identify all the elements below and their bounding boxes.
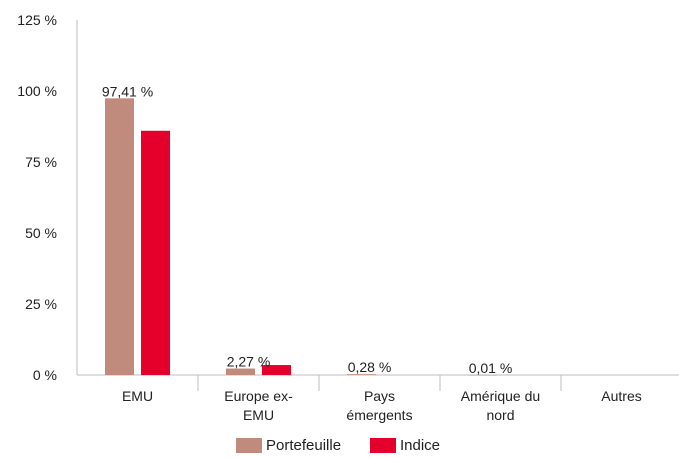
y-tick-label: 0 % bbox=[33, 367, 57, 383]
category-label: Autres bbox=[601, 388, 641, 404]
bar-indice bbox=[262, 365, 291, 375]
category-label: Europe ex- bbox=[224, 388, 293, 404]
data-labels: 97,41 % 2,27 % 0,28 % 0,01 % bbox=[102, 83, 512, 376]
category-label: Pays bbox=[364, 388, 395, 404]
y-tick-labels: 0 % 25 % 50 % 75 % 100 % 125 % bbox=[17, 12, 57, 383]
y-tick-label: 100 % bbox=[17, 83, 57, 99]
data-label: 2,27 % bbox=[227, 354, 271, 370]
data-label: 0,28 % bbox=[348, 359, 392, 375]
y-tick-label: 50 % bbox=[25, 225, 57, 241]
category-labels: EMU Europe ex- EMU Pays émergents Amérique du… bbox=[122, 388, 642, 423]
bar-indice bbox=[141, 130, 170, 375]
bar-portefeuille bbox=[226, 368, 255, 375]
data-label: 0,01 % bbox=[469, 360, 513, 376]
bar-portefeuille bbox=[105, 98, 134, 376]
x-category-separators bbox=[197, 375, 562, 391]
category-label: Amérique du bbox=[461, 388, 540, 404]
legend-label-portefeuille: Portefeuille bbox=[266, 437, 341, 454]
category-label: nord bbox=[486, 407, 514, 423]
legend-label-indice: Indice bbox=[400, 437, 440, 454]
legend-swatch-indice bbox=[370, 438, 396, 453]
category-label: EMU bbox=[122, 388, 153, 404]
category-label: EMU bbox=[243, 407, 274, 423]
legend: Portefeuille Indice bbox=[236, 437, 440, 454]
data-label: 97,41 % bbox=[102, 83, 153, 99]
legend-swatch-portefeuille bbox=[236, 438, 262, 453]
y-tick-label: 25 % bbox=[25, 296, 57, 312]
category-label: émergents bbox=[346, 407, 412, 423]
bar-portefeuille bbox=[468, 374, 497, 376]
bars bbox=[105, 98, 497, 376]
bar-portefeuille bbox=[347, 374, 376, 375]
y-tick-label: 125 % bbox=[17, 12, 57, 28]
y-tick-label: 75 % bbox=[25, 154, 57, 170]
